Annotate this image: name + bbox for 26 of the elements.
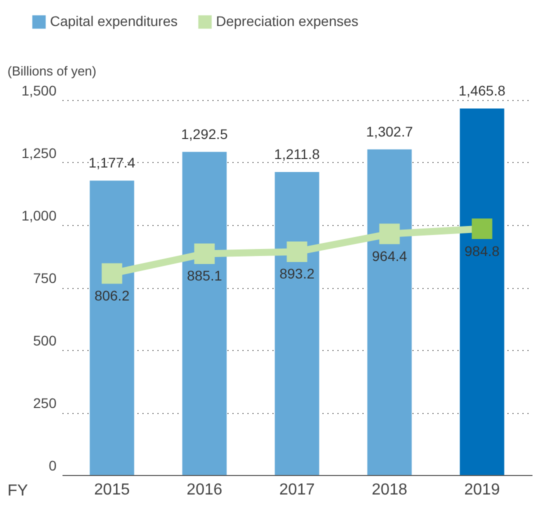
legend-label: Depreciation expenses: [216, 13, 358, 29]
y-tick-label: 500: [33, 332, 57, 348]
data-label: 893.2: [279, 266, 315, 282]
data-label: 1,211.8: [274, 146, 320, 162]
data-label: 1,302.7: [366, 123, 414, 140]
x-tick-label: 2018: [372, 482, 408, 498]
data-label: 885.1: [186, 268, 222, 284]
y-tick-label: 250: [33, 395, 57, 411]
legend-label: Capital expenditures: [50, 13, 178, 29]
x-tick-label: 2015: [94, 482, 130, 498]
x-tick-label: 2016: [186, 482, 222, 498]
data-label: 806.2: [94, 287, 130, 304]
y-tick-label: 750: [33, 270, 57, 286]
x-axis-title: FY: [8, 482, 28, 500]
x-tick-label: 2017: [279, 482, 315, 498]
data-label: 964.4: [372, 248, 408, 264]
x-tick-label: 2019: [464, 482, 500, 498]
y-tick-label: 0: [48, 458, 57, 474]
data-label: 1,292.5: [181, 126, 228, 142]
y-tick-label: 1,250: [21, 145, 57, 161]
y-tick-label: 1,000: [21, 208, 57, 224]
y-tick-label: 1,500: [21, 82, 57, 98]
data-label: 984.8: [464, 242, 500, 259]
y-axis-title: (Billions of yen): [8, 64, 96, 78]
data-label: 1,177.4: [88, 154, 136, 171]
data-label: 1,465.8: [458, 82, 506, 99]
